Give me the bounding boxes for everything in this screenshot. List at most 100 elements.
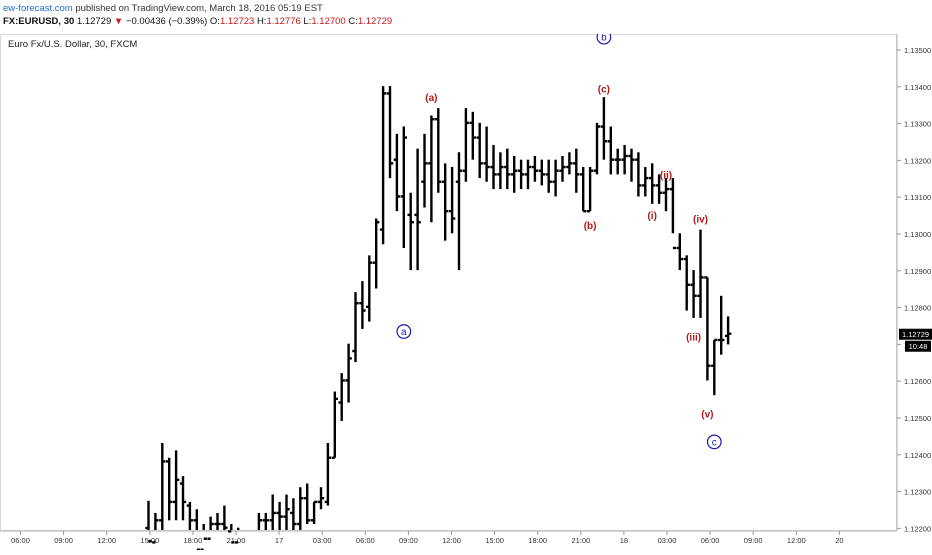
wave-label: (iv)	[693, 215, 708, 226]
ohlc-bar	[379, 86, 387, 245]
ohlc-bar	[607, 126, 614, 175]
ohlc-bar	[476, 122, 483, 179]
wave-label: (v)	[701, 410, 713, 421]
price-tick-label: 1.12600	[904, 377, 931, 386]
plot-area	[0, 34, 897, 531]
ohlc-bar	[559, 155, 566, 182]
low-label: L:	[303, 16, 312, 27]
ohlc-bar	[179, 476, 187, 521]
ohlc-bar	[186, 501, 194, 530]
price-tick-label: 1.12900	[904, 267, 931, 276]
ohlc-bar	[166, 457, 173, 521]
time-tick-label: 12:00	[97, 536, 116, 545]
last-price-box	[899, 328, 932, 340]
ohlc-bar	[207, 516, 214, 540]
ohlc-bar	[517, 159, 525, 190]
ohlc-bar	[724, 316, 732, 345]
quote-line: FX:EURUSD, 30 1.12729 ▼ −0.00436 (−0.39%…	[3, 16, 392, 27]
ohlc-bar	[331, 391, 338, 459]
symbol-label: FX:EURUSD, 30	[3, 16, 75, 27]
ohlc-bar	[262, 512, 269, 530]
price-tick-label: 1.12500	[904, 414, 931, 423]
ohlc-bar	[435, 108, 442, 193]
time-tick-label: 09:00	[744, 536, 763, 545]
time-tick-label: 06:00	[701, 536, 720, 545]
ohlc-bar	[393, 133, 401, 212]
ohlc-bar	[690, 270, 697, 318]
ohlc-bar	[635, 152, 642, 197]
publish-info: published on TradingView.com, March 18, …	[75, 3, 323, 14]
chart-header: ew-forecast.com published on TradingView…	[0, 0, 932, 34]
ohlc-bar	[462, 108, 470, 182]
wave-label: (a)	[425, 93, 437, 104]
ohlc-bar	[469, 111, 476, 160]
ohlc-bar	[552, 159, 559, 197]
ohlc-bar	[310, 500, 318, 524]
wave-circle-label: b	[601, 34, 607, 44]
open-label: O:	[209, 16, 220, 27]
ohlc-bar	[386, 86, 394, 179]
ohlc-bar	[252, 552, 256, 555]
price-axis[interactable]: 1.13500 1.13400 1.13300 1.13200 1.13100 1.130…	[897, 46, 931, 550]
ohlc-bar	[345, 343, 352, 403]
time-tick-label: 21:00	[571, 536, 590, 545]
price-tick-label: 1.12800	[904, 304, 931, 313]
ohlc-bar	[407, 192, 414, 271]
ohlc-bar	[304, 483, 311, 524]
time-tick-label: 21:00	[227, 536, 246, 545]
wave-label: (iii)	[686, 332, 701, 343]
time-tick-label: 12:00	[787, 536, 806, 545]
price-tick-label: 1.13400	[904, 83, 931, 92]
ohlc-bar	[511, 155, 518, 193]
ohlc-bar	[704, 276, 711, 381]
ohlc-bar	[642, 167, 649, 197]
high-value: 1.12776	[266, 16, 301, 27]
ohlc-bar	[600, 97, 608, 160]
time-tick-label: 18:00	[184, 536, 203, 545]
countdown-box	[905, 340, 931, 352]
wave-circle-label: a	[401, 327, 407, 338]
ohlc-bar	[628, 148, 635, 182]
ohlc-bar	[214, 512, 221, 530]
wave-annotations: (a) (b) (c) (i) (ii) (iii) (iv) (v) a b c	[396, 29, 722, 450]
countdown-label: 10:48	[909, 342, 928, 351]
ohlc-bar	[324, 443, 332, 506]
low-value: 1.12700	[311, 16, 346, 27]
chart-frame[interactable]: Euro Fx/U.S. Dollar, 30, FXCM 1.13500 1.1…	[0, 29, 932, 555]
ohlc-bar	[614, 148, 621, 175]
high-label: H:	[256, 16, 267, 27]
last-price: 1.12729	[76, 16, 112, 27]
ohlc-bar	[338, 373, 345, 421]
price-tick-label: 1.13000	[904, 230, 931, 239]
ohlc-bar	[683, 255, 690, 311]
ohlc-bar	[172, 450, 180, 521]
ohlc-bar	[621, 144, 628, 175]
brand-link[interactable]: ew-forecast.com	[3, 3, 73, 14]
ohlc-bar	[297, 487, 304, 530]
ohlc-bar	[573, 148, 580, 193]
ohlc-bar	[649, 163, 656, 204]
ohlc-bar	[145, 500, 152, 543]
ohlc-bar	[718, 295, 725, 355]
last-price-tag: 1.12729 10:48	[899, 328, 932, 352]
time-tick-label: 06:00	[356, 536, 375, 545]
ohlc-chart[interactable]: Euro Fx/U.S. Dollar, 30, FXCM 1.135001.1…	[0, 29, 932, 555]
ohlc-bar	[221, 505, 228, 530]
time-axis[interactable]: 06:00 09:00 12:00 15:00 18:00 21:00 17 03:00 06:…	[11, 531, 844, 545]
ohlc-bar	[524, 159, 532, 190]
last-price-label: 1.12729	[902, 330, 929, 339]
time-tick-label: 15:00	[485, 536, 504, 545]
price-tick-label: 1.13500	[904, 46, 931, 55]
ohlc-bar	[290, 498, 297, 530]
ohlc-bar	[228, 523, 235, 544]
ohlc-bar	[414, 148, 421, 271]
ohlc-bar	[669, 178, 677, 250]
ohlc-bar	[566, 152, 573, 175]
ohlc-bar	[448, 167, 456, 234]
price-change: −0.00436 (−0.39%)	[125, 16, 208, 27]
time-tick-label: 17	[275, 536, 283, 545]
ohlc-bar	[490, 144, 497, 190]
close-label: C:	[348, 16, 358, 27]
ohlc-bar	[366, 255, 373, 322]
ohlc-bar	[593, 122, 601, 175]
